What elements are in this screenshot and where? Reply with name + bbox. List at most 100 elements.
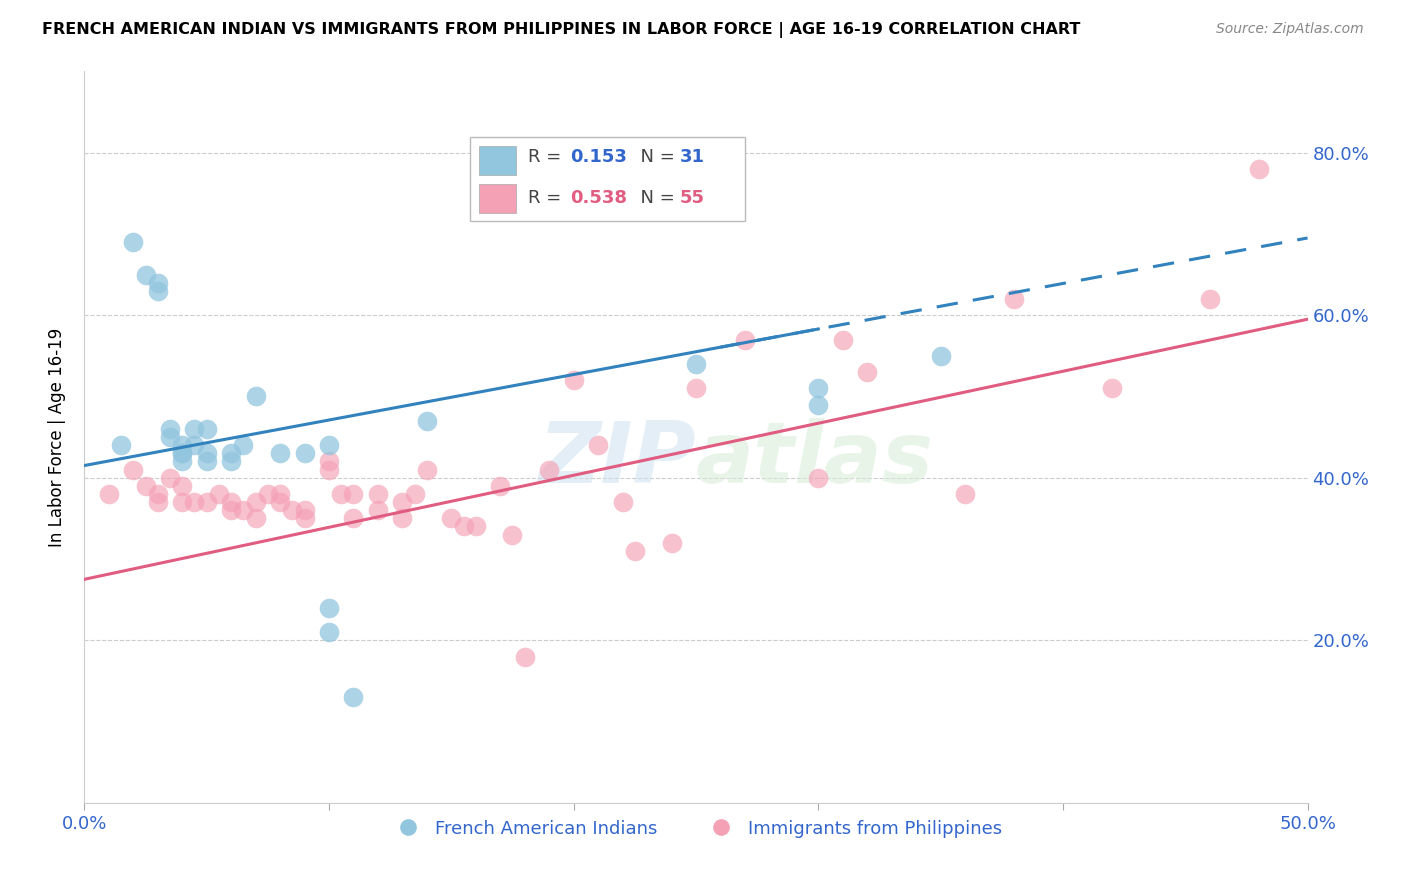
Point — [219, 454, 242, 468]
Point — [122, 462, 145, 476]
Point — [245, 511, 267, 525]
Point — [159, 430, 181, 444]
Point — [146, 487, 169, 501]
Bar — [479, 145, 516, 175]
Point — [856, 365, 879, 379]
Text: R =: R = — [529, 189, 568, 207]
Point — [172, 446, 194, 460]
Point — [367, 503, 389, 517]
Point — [195, 495, 218, 509]
Point — [195, 454, 218, 468]
Point — [807, 471, 830, 485]
Point — [685, 357, 707, 371]
Point — [172, 495, 194, 509]
Point — [342, 511, 364, 525]
Text: ZIP: ZIP — [538, 417, 696, 500]
Point — [294, 511, 316, 525]
Point — [416, 462, 439, 476]
Point — [183, 422, 205, 436]
Point — [513, 649, 536, 664]
Point — [257, 487, 280, 501]
Y-axis label: In Labor Force | Age 16-19: In Labor Force | Age 16-19 — [48, 327, 66, 547]
Point — [281, 503, 304, 517]
Legend: French American Indians, Immigrants from Philippines: French American Indians, Immigrants from… — [382, 813, 1010, 845]
Point — [219, 495, 242, 509]
Point — [464, 519, 486, 533]
Point — [318, 454, 340, 468]
Point — [269, 487, 291, 501]
Point — [831, 333, 853, 347]
Point — [159, 422, 181, 436]
Text: 55: 55 — [681, 189, 704, 207]
Point — [807, 398, 830, 412]
Point — [318, 600, 340, 615]
Point — [734, 333, 756, 347]
Point — [318, 625, 340, 640]
Point — [1198, 292, 1220, 306]
Point — [97, 487, 120, 501]
Point — [685, 381, 707, 395]
Point — [159, 471, 181, 485]
Point — [416, 414, 439, 428]
Point — [440, 511, 463, 525]
Point — [146, 495, 169, 509]
Text: N =: N = — [628, 147, 681, 166]
Point — [1101, 381, 1123, 395]
Point — [661, 535, 683, 549]
Point — [294, 446, 316, 460]
Point — [612, 495, 634, 509]
Point — [122, 235, 145, 249]
Point — [245, 389, 267, 403]
Point — [135, 268, 157, 282]
Point — [294, 503, 316, 517]
Point — [172, 479, 194, 493]
Point — [953, 487, 976, 501]
Point — [391, 511, 413, 525]
Text: N =: N = — [628, 189, 681, 207]
Point — [172, 454, 194, 468]
Point — [624, 544, 647, 558]
Point — [172, 438, 194, 452]
Point — [183, 495, 205, 509]
Point — [195, 422, 218, 436]
Point — [135, 479, 157, 493]
Point — [330, 487, 353, 501]
Bar — [479, 184, 516, 213]
Point — [342, 690, 364, 705]
Point — [342, 487, 364, 501]
Point — [489, 479, 512, 493]
Text: 0.153: 0.153 — [569, 147, 627, 166]
Point — [586, 438, 609, 452]
Point — [1247, 161, 1270, 176]
Point — [183, 438, 205, 452]
FancyBboxPatch shape — [470, 137, 745, 221]
Point — [538, 462, 561, 476]
Point — [146, 284, 169, 298]
Point — [807, 381, 830, 395]
Point — [232, 438, 254, 452]
Point — [232, 503, 254, 517]
Point — [1002, 292, 1025, 306]
Text: Source: ZipAtlas.com: Source: ZipAtlas.com — [1216, 22, 1364, 37]
Text: 31: 31 — [681, 147, 704, 166]
Point — [318, 438, 340, 452]
Point — [219, 503, 242, 517]
Point — [245, 495, 267, 509]
Point — [269, 446, 291, 460]
Point — [219, 446, 242, 460]
Point — [146, 276, 169, 290]
Point — [172, 446, 194, 460]
Text: atlas: atlas — [696, 417, 934, 500]
Point — [562, 373, 585, 387]
Point — [929, 349, 952, 363]
Point — [367, 487, 389, 501]
Point — [404, 487, 426, 501]
Point — [502, 527, 524, 541]
Point — [391, 495, 413, 509]
Text: R =: R = — [529, 147, 568, 166]
Point — [453, 519, 475, 533]
Point — [318, 462, 340, 476]
Text: FRENCH AMERICAN INDIAN VS IMMIGRANTS FROM PHILIPPINES IN LABOR FORCE | AGE 16-19: FRENCH AMERICAN INDIAN VS IMMIGRANTS FRO… — [42, 22, 1081, 38]
Point — [269, 495, 291, 509]
Point — [110, 438, 132, 452]
